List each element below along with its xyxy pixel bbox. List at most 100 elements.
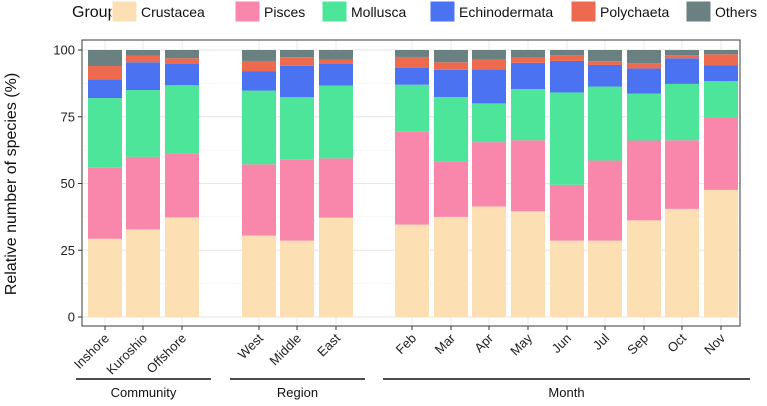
x-tick-label-kuroshio: Kuroshio — [103, 331, 150, 378]
bar-mar-echinodermata — [434, 69, 468, 97]
bar-middle-crustacea — [280, 240, 314, 317]
bar-west-others — [242, 50, 276, 61]
bar-kuroshio-pisces — [126, 156, 160, 230]
bar-oct-echinodermata — [665, 58, 699, 84]
x-tick-label-oct: Oct — [664, 330, 689, 355]
legend-key-echinodermata — [429, 0, 456, 23]
bar-middle-echinodermata — [280, 65, 314, 98]
bar-east-others — [319, 50, 353, 60]
x-tick-label-sep: Sep — [624, 331, 651, 358]
x-tick-label-apr: Apr — [471, 330, 496, 355]
bar-apr-crustacea — [472, 206, 506, 317]
x-tick-label-may: May — [507, 330, 535, 358]
bar-mar-others — [434, 50, 468, 63]
bar-may-echinodermata — [511, 62, 545, 89]
bar-jul-pisces — [588, 160, 622, 241]
bar-mar-crustacea — [434, 216, 468, 317]
bar-west-pisces — [242, 164, 276, 236]
bar-middle-others — [280, 50, 314, 58]
legend-key-polychaeta — [570, 0, 597, 23]
legend-key-crustacea — [111, 0, 138, 23]
bar-nov-pisces — [704, 117, 738, 190]
bar-inshore-polychaeta — [88, 66, 122, 80]
y-tick-label: 0 — [68, 310, 75, 325]
bar-nov-echinodermata — [704, 65, 738, 82]
legend: Group Crustacea Pisces Mollusca Echinoderma… — [72, 0, 757, 23]
bar-offshore-others — [165, 50, 199, 59]
bar-jul-others — [588, 50, 622, 62]
bar-inshore-echinodermata — [88, 79, 122, 99]
bar-east-echinodermata — [319, 63, 353, 86]
bar-sep-others — [627, 50, 661, 64]
bar-sep-echinodermata — [627, 68, 661, 94]
legend-key-others — [685, 0, 712, 23]
bar-mar-mollusca — [434, 96, 468, 162]
bar-jun-mollusca — [550, 92, 584, 185]
bar-nov-polychaeta — [704, 54, 738, 66]
bar-west-echinodermata — [242, 71, 276, 91]
bar-kuroshio-others — [126, 50, 160, 56]
bar-oct-polychaeta — [665, 55, 699, 59]
bar-nov-others — [704, 50, 738, 55]
bar-inshore-pisces — [88, 167, 122, 239]
bar-sep-mollusca — [627, 93, 661, 141]
bar-mar-pisces — [434, 161, 468, 217]
bar-feb-echinodermata — [395, 67, 429, 85]
bar-nov-mollusca — [704, 81, 738, 118]
legend-label-echinodermata: Echinodermata — [459, 4, 553, 20]
bar-may-mollusca — [511, 88, 545, 141]
bar-jun-others — [550, 50, 584, 56]
legend-label-others: Others — [715, 4, 757, 20]
group-label-month: Month — [548, 385, 584, 400]
bar-feb-polychaeta — [395, 56, 429, 68]
bar-may-pisces — [511, 140, 545, 212]
legend-label-crustacea: Crustacea — [141, 4, 205, 20]
bar-feb-crustacea — [395, 224, 429, 317]
bar-inshore-mollusca — [88, 98, 122, 168]
bar-apr-polychaeta — [472, 59, 506, 70]
bar-oct-crustacea — [665, 208, 699, 317]
bar-offshore-echinodermata — [165, 63, 199, 86]
bar-jun-crustacea — [550, 240, 584, 317]
x-tick-label-jun: Jun — [549, 331, 574, 356]
legend-label-pisces: Pisces — [264, 4, 305, 20]
legend-label-polychaeta: Polychaeta — [600, 4, 669, 20]
bar-kuroshio-mollusca — [126, 90, 160, 157]
bar-jun-echinodermata — [550, 60, 584, 93]
x-tick-label-offshore: Offshore — [143, 331, 189, 377]
y-tick-label: 100 — [53, 43, 75, 58]
bar-west-mollusca — [242, 90, 276, 165]
bar-jul-echinodermata — [588, 64, 622, 87]
bar-nov-crustacea — [704, 189, 738, 317]
x-tick-label-west: West — [235, 330, 267, 362]
bar-east-polychaeta — [319, 59, 353, 64]
bar-jul-crustacea — [588, 240, 622, 317]
bar-east-crustacea — [319, 217, 353, 317]
bar-apr-pisces — [472, 142, 506, 207]
bar-jun-polychaeta — [550, 55, 584, 61]
x-tick-label-mar: Mar — [432, 330, 459, 357]
legend-key-pisces — [234, 0, 261, 23]
y-tick-label: 50 — [61, 176, 75, 191]
group-label-region: Region — [277, 385, 318, 400]
bar-sep-crustacea — [627, 220, 661, 317]
bar-may-crustacea — [511, 211, 545, 317]
x-tick-label-middle: Middle — [266, 331, 304, 369]
bar-may-others — [511, 50, 545, 58]
bar-feb-others — [395, 50, 429, 57]
bar-middle-polychaeta — [280, 57, 314, 66]
bar-feb-mollusca — [395, 84, 429, 132]
bar-jul-mollusca — [588, 86, 622, 161]
bar-kuroshio-crustacea — [126, 229, 160, 317]
bar-oct-pisces — [665, 140, 699, 209]
y-axis-title: Relative number of species (%) — [3, 73, 20, 295]
bar-west-polychaeta — [242, 60, 276, 72]
bar-middle-mollusca — [280, 97, 314, 160]
bar-oct-mollusca — [665, 83, 699, 141]
bar-inshore-crustacea — [88, 238, 122, 317]
y-tick-label: 25 — [61, 243, 75, 258]
bar-offshore-mollusca — [165, 85, 199, 154]
group-label-community: Community — [111, 385, 177, 400]
legend-key-mollusca — [321, 0, 348, 23]
